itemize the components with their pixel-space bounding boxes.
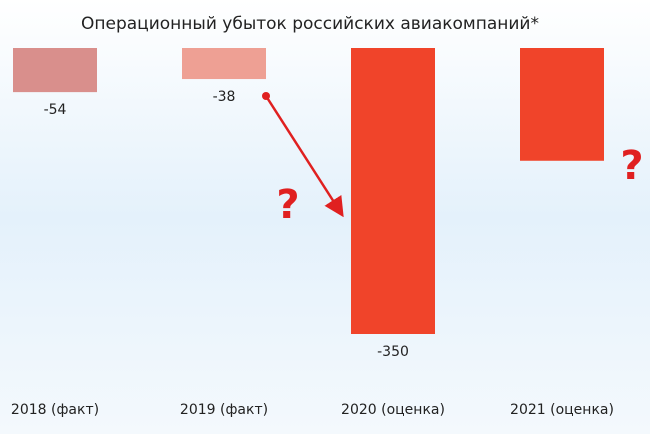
arrow — [264, 95, 344, 218]
bar — [351, 48, 435, 334]
x-tick-label: 2021 (оценка) — [510, 402, 614, 418]
bar — [13, 48, 97, 93]
value-label: -38 — [213, 89, 236, 105]
x-tick-label: 2020 (оценка) — [341, 402, 445, 418]
annotation: ? — [620, 143, 643, 189]
annotation: ? — [276, 182, 299, 228]
value-label: -350 — [377, 344, 409, 360]
arrow-start — [262, 92, 270, 100]
x-tick-label: 2018 (факт) — [11, 402, 99, 418]
x-tick-label: 2019 (факт) — [180, 402, 268, 418]
bar — [520, 48, 604, 161]
chart-title: Операционный убыток российских авиакомпа… — [81, 14, 539, 34]
value-label: -54 — [44, 102, 67, 118]
bar — [182, 48, 266, 80]
